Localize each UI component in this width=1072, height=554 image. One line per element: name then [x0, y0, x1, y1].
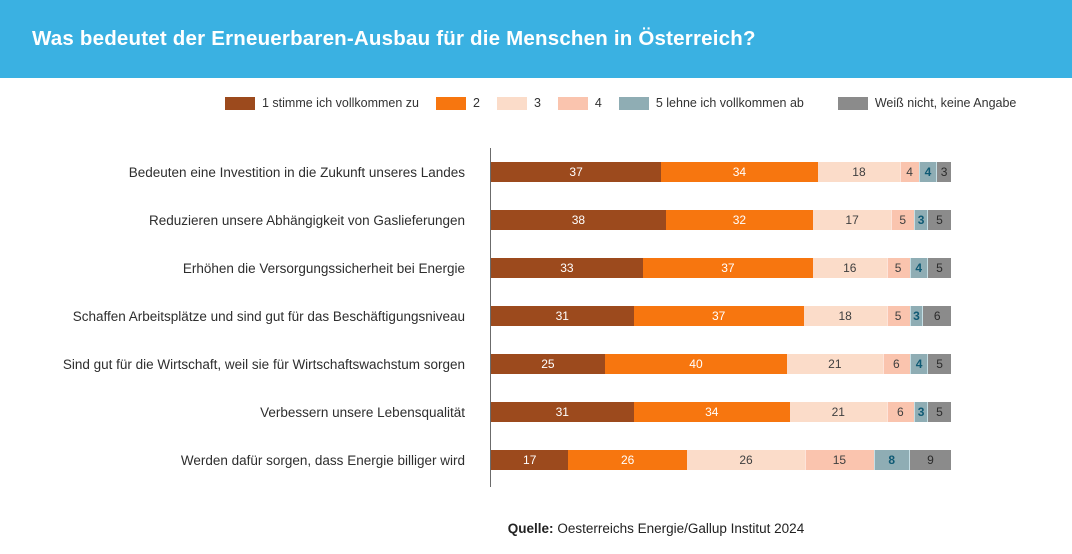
legend-swatch-icon [618, 96, 649, 110]
legend-item: Weiß nicht, keine Angabe [837, 96, 1017, 110]
bar-segment: 6 [923, 306, 951, 326]
bar-track: 25 40 21 6 4 5 [491, 354, 951, 374]
bar-segment: 3 [914, 402, 928, 422]
bar-track: 38 32 17 5 3 5 [491, 210, 951, 230]
legend-label: 5 lehne ich vollkommen ab [655, 96, 804, 110]
bar-segment: 6 [882, 354, 910, 374]
bar-segment: 5 [886, 306, 910, 326]
bar-segment: 17 [812, 210, 892, 230]
category-label: Reduzieren unsere Abhängigkeit von Gasli… [149, 212, 465, 228]
bar-segment: 26 [568, 450, 687, 470]
source-label: Quelle: [507, 521, 554, 536]
legend-swatch-icon [557, 96, 588, 110]
category-label: Erhöhen die Versorgungssicherheit bei En… [182, 260, 465, 276]
legend-swatch-icon [496, 96, 527, 110]
bar-segment: 5 [927, 210, 951, 230]
legend: 1 stimme ich vollkommen zu 2 3 4 5 lehne ich… [225, 96, 1016, 110]
bar-segment: 34 [633, 402, 790, 422]
legend-item: 5 lehne ich vollkommen ab [618, 96, 804, 110]
category-label: Sind gut für die Wirtschaft, weil sie fü… [62, 356, 465, 372]
chart-row: Werden dafür sorgen, dass Energie billig… [0, 436, 1072, 484]
header-banner: Was bedeutet der Erneuerbaren-Ausbau für… [0, 0, 1072, 78]
bar-segment: 37 [491, 162, 662, 182]
bar-track: 17 26 26 15 8 9 [491, 450, 951, 470]
chart-row: Erhöhen die Versorgungssicherheit bei En… [0, 244, 1072, 292]
bar-segment: 26 [686, 450, 806, 470]
legend-swatch-icon [225, 96, 255, 110]
legend-item: 1 stimme ich vollkommen zu [225, 96, 419, 110]
chart-row: Verbessern unsere Lebensqualität 31 34 21 6 3… [0, 388, 1072, 436]
legend-item: 3 [496, 96, 541, 110]
category-label: Verbessern unsere Lebensqualität [260, 404, 465, 420]
bar-segment: 5 [927, 402, 951, 422]
bar-segment: 3 [914, 210, 928, 230]
bar-segment: 3 [909, 306, 924, 326]
bar-segment: 38 [491, 210, 666, 230]
bar-segment: 3 [937, 162, 951, 182]
bar-segment: 40 [604, 354, 788, 374]
legend-item: 2 [436, 96, 480, 110]
bar-track: 31 37 18 5 3 6 [491, 306, 951, 326]
bar-segment: 16 [812, 258, 887, 278]
chart-rows: Bedeuten eine Investition in die Zukunft… [0, 148, 1072, 484]
legend-label: 1 stimme ich vollkommen zu [262, 96, 419, 110]
bar-segment: 25 [491, 354, 605, 374]
bar-segment: 32 [665, 210, 813, 230]
legend-label: 2 [473, 96, 480, 110]
category-label: Schaffen Arbeitsplätze und sind gut für … [72, 308, 465, 324]
legend-swatch-icon [837, 96, 868, 110]
bar-segment: 4 [918, 162, 938, 182]
legend-swatch-icon [436, 96, 466, 110]
bar-segment: 34 [661, 162, 818, 182]
legend-label: 3 [533, 96, 541, 110]
bar-segment: 18 [817, 162, 901, 182]
chart-row: Sind gut für die Wirtschaft, weil sie fü… [0, 340, 1072, 388]
bar-track: 37 34 18 4 4 3 [491, 162, 951, 182]
category-label: Bedeuten eine Investition in die Zukunft… [128, 164, 465, 180]
chart-row: Schaffen Arbeitsplätze und sind gut für … [0, 292, 1072, 340]
legend-label: 4 [594, 96, 602, 110]
y-axis-line [490, 148, 491, 487]
bar-segment: 6 [886, 402, 915, 422]
bar-segment: 4 [909, 354, 929, 374]
bar-segment: 21 [789, 402, 887, 422]
bar-segment: 4 [900, 162, 919, 182]
bar-segment: 31 [491, 402, 634, 422]
bar-segment: 5 [928, 354, 951, 374]
bar-segment: 4 [909, 258, 928, 278]
bar-segment: 5 [927, 258, 951, 278]
bar-segment: 18 [803, 306, 887, 326]
bar-segment: 5 [886, 258, 910, 278]
page-title: Was bedeutet der Erneuerbaren-Ausbau für… [32, 27, 756, 50]
category-label: Werden dafür sorgen, dass Energie billig… [180, 452, 465, 468]
bar-segment: 8 [873, 450, 910, 470]
bar-segment: 37 [642, 258, 813, 278]
bar-track: 31 34 21 6 3 5 [491, 402, 951, 422]
bar-segment: 37 [633, 306, 804, 326]
bar-segment: 21 [787, 354, 883, 374]
bar-segment: 5 [891, 210, 915, 230]
bar-segment: 33 [491, 258, 643, 278]
legend-label: Weiß nicht, keine Angabe [874, 96, 1017, 110]
source-text: Oesterreichs Energie/Gallup Institut 202… [553, 521, 805, 536]
bar-track: 33 37 16 5 4 5 [491, 258, 951, 278]
chart-row: Bedeuten eine Investition in die Zukunft… [0, 148, 1072, 196]
bar-segment: 17 [491, 450, 569, 470]
bar-segment: 31 [491, 306, 634, 326]
source-note: Quelle: Oesterreichs Energie/Gallup Inst… [508, 521, 804, 536]
chart-row: Reduzieren unsere Abhängigkeit von Gasli… [0, 196, 1072, 244]
bar-segment: 9 [909, 450, 951, 470]
bar-segment: 15 [805, 450, 874, 470]
legend-item: 4 [557, 96, 602, 110]
